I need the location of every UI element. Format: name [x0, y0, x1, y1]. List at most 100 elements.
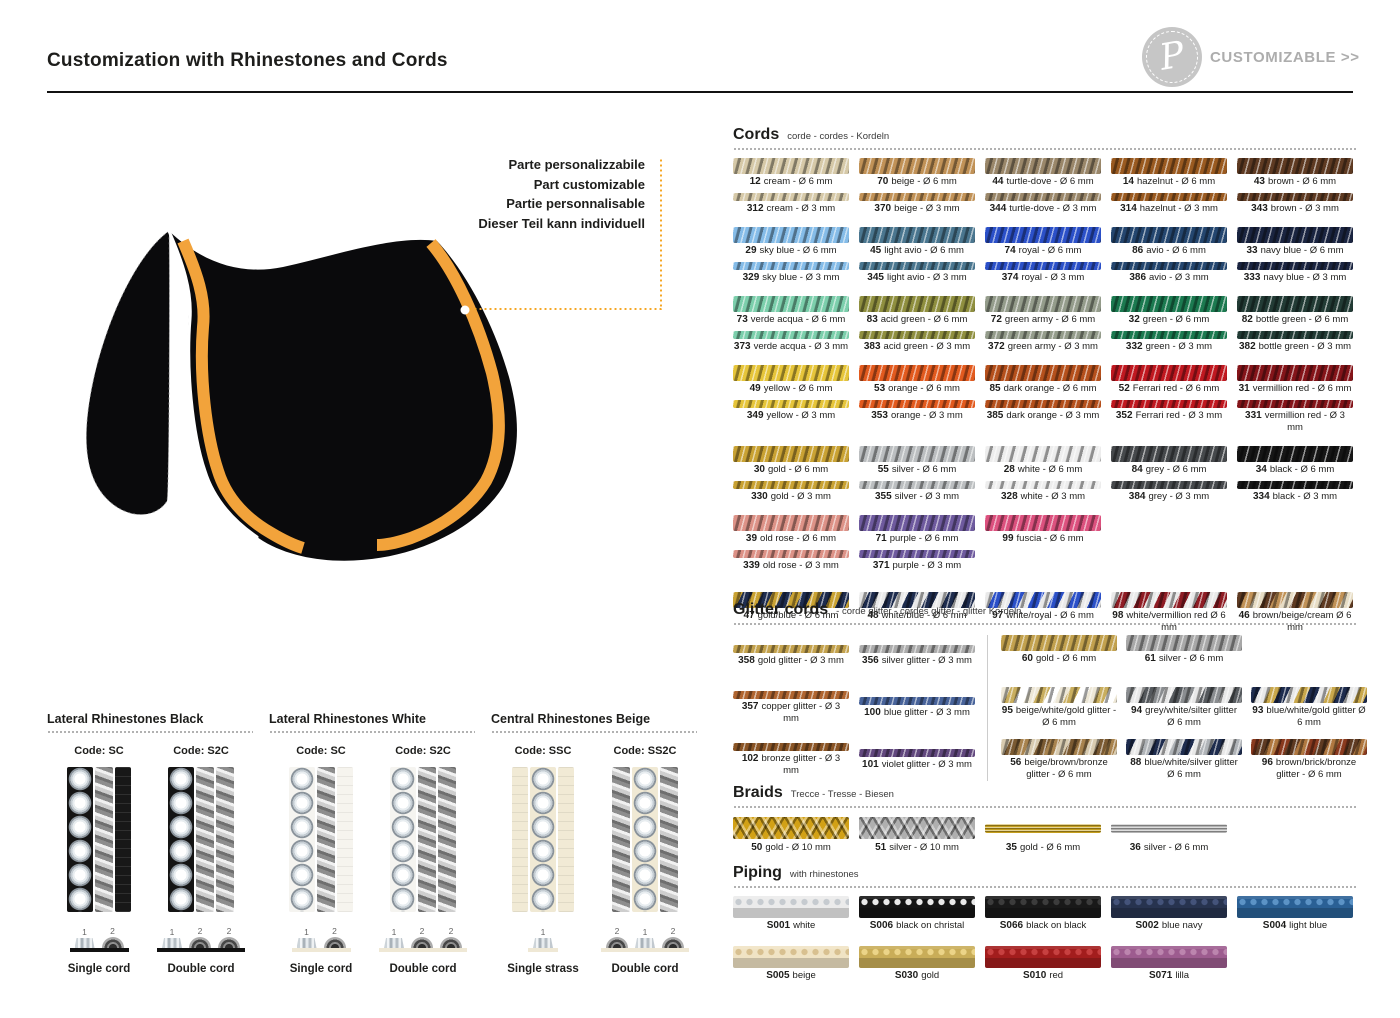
cord-swatch-6mm — [859, 446, 975, 462]
cord-number: 48 — [867, 610, 879, 621]
cord-number: 28 — [1003, 464, 1015, 475]
cords-section: Cords corde - cordes - Kordeln 12 cream -… — [733, 126, 1357, 634]
diagram-strass: 1 — [162, 928, 182, 948]
braid-label: 50 gold - Ø 10 mm — [751, 842, 831, 853]
diagram-number: 1 — [642, 927, 648, 937]
cord-label-3mm: 329 sky blue - Ø 3 mm — [742, 272, 840, 283]
arch-icon — [101, 937, 124, 948]
cord-number: 339 — [743, 560, 760, 571]
cord-label-6mm: 55 silver - Ø 6 mm — [877, 464, 957, 475]
cord-item: 73 verde acqua - Ø 6 mm 373 verde acqua - … — [733, 296, 849, 353]
saddle-pad-illustration — [65, 215, 680, 600]
page-title: Customization with Rhinestones and Cords — [47, 50, 448, 71]
cord-label-3mm: 374 royal - Ø 3 mm — [1001, 272, 1085, 283]
cord-number: 333 — [1243, 272, 1261, 283]
cross-section-diagram: 1 2 2 — [157, 926, 245, 952]
piping-code: S002 — [1135, 920, 1159, 931]
cord-swatch-3mm — [859, 400, 975, 408]
rhinestone-section-title: Central Rhinestones Beige — [491, 712, 651, 726]
cord-swatch-3mm — [1237, 481, 1353, 489]
glitter-cord-swatch — [733, 645, 849, 653]
vcord-strip — [317, 767, 335, 912]
piping-subtitle: with rhinestones — [789, 869, 859, 880]
cord-label-3mm: 343 brown - Ø 3 mm — [1251, 203, 1339, 214]
cord-number: 385 — [986, 410, 1004, 421]
cord-label-6mm: 53 orange - Ø 6 mm — [874, 383, 960, 394]
braid-swatch — [985, 823, 1101, 833]
piping-swatch — [733, 896, 849, 918]
rhinestone-strip — [168, 767, 234, 912]
cord-label-6mm — [1168, 533, 1171, 545]
cord-label-3mm: 331 vermillion red - Ø 3 mm — [1245, 410, 1345, 433]
cord-swatch-6mm — [859, 227, 975, 243]
glitter-cord-label: 95 beige/white/gold glitter - Ø 6 mm — [1001, 705, 1117, 728]
cord-swatch-3mm — [985, 331, 1101, 339]
cord-number: 386 — [1129, 272, 1147, 283]
variant-code-label: Code: S2C — [173, 745, 229, 757]
cord-number: 371 — [872, 560, 890, 571]
arch-icon — [606, 937, 628, 948]
braid-number: 36 — [1129, 842, 1141, 853]
dotted-rule — [733, 148, 1357, 150]
glitter-cord-item: 356 silver glitter - Ø 3 mm — [859, 635, 975, 677]
quilt-dark-strip — [115, 767, 131, 912]
diagram-strass: 1 — [635, 928, 655, 948]
rhinestone-strip — [512, 767, 574, 912]
glitter-cord-swatch — [1251, 687, 1367, 703]
glitter-cord-item: 93 blue/white/gold glitter Ø 6 mm — [1251, 687, 1367, 729]
cord-label-3mm — [1042, 568, 1045, 580]
cord-number: 34 — [1255, 464, 1267, 475]
rhinestone-variant: Code: S2C 1 2 2 Double cord — [375, 745, 471, 975]
cord-item: 99 fuscia - Ø 6 mm — [985, 515, 1101, 580]
glitter-cord-swatch — [1251, 739, 1367, 755]
cord-number: 82 — [1241, 314, 1253, 325]
cord-number: 97 — [992, 610, 1004, 621]
cord-label-3mm: 382 bottle green - Ø 3 mm — [1238, 341, 1352, 352]
cord-swatch-3mm — [1111, 262, 1227, 270]
cord-swatch-3mm — [859, 481, 975, 489]
cord-number: 86 — [1132, 245, 1144, 256]
piping-item: S071 lilla — [1111, 946, 1227, 982]
piping-code: S005 — [766, 970, 790, 981]
cord-label-3mm: 333 navy blue - Ø 3 mm — [1243, 272, 1347, 283]
diagram-arch: 2 — [606, 927, 628, 948]
cord-number: 39 — [745, 533, 758, 544]
glitter-cord-label: 60 gold - Ø 6 mm — [1021, 653, 1097, 664]
cord-number: 344 — [989, 203, 1007, 214]
cord-label-3mm: 383 acid green - Ø 3 mm — [863, 341, 971, 352]
glitter-cord-swatch — [1126, 739, 1242, 755]
customizable-link[interactable]: CUSTOMIZABLE >> — [1210, 49, 1360, 66]
rhinestone-section-title: Lateral Rhinestones Black — [47, 712, 204, 726]
gem-beige-strip — [530, 767, 556, 912]
piping-code: S004 — [1262, 920, 1287, 931]
cord-swatch-6mm — [733, 446, 849, 462]
cord-swatch-3mm — [733, 550, 849, 558]
cord-number: 314 — [1120, 203, 1137, 214]
cord-swatch-3mm — [733, 262, 849, 270]
diagram-number: 1 — [169, 927, 175, 937]
cords-multicolor-grid: 47 gold/blue - Ø 6 mm 48 white/blue - Ø 6 … — [733, 592, 1357, 634]
annotation-line: Parte personalizzabile — [508, 157, 645, 172]
cord-number: 357 — [741, 701, 759, 712]
glitter-cord-item: 96 brown/brick/bronze glitter - Ø 6 mm — [1251, 739, 1367, 781]
piping-row-1: S001 white S006 black on christal S066 blac… — [733, 896, 1357, 932]
cord-label-6mm: 39 old rose - Ø 6 mm — [745, 533, 837, 544]
cord-swatch-3mm — [1111, 331, 1227, 339]
gem-light-strip — [289, 767, 315, 912]
cord-swatch-3mm — [985, 400, 1101, 408]
vcord-strip — [612, 767, 630, 912]
vcord-strip — [418, 767, 436, 912]
quilt-light-strip — [337, 767, 353, 912]
cord-label-3mm — [1168, 568, 1171, 580]
cord-label-3mm: 344 turtle-dove - Ø 3 mm — [989, 203, 1097, 214]
rhinestone-variant: Code: SSC 1 Single strass — [495, 745, 591, 975]
glitter-cord-label: 358 gold glitter - Ø 3 mm — [738, 655, 844, 666]
piping-item: S066 black on black — [985, 896, 1101, 932]
cord-number: 12 — [749, 176, 761, 187]
diagram-strass: 1 — [74, 928, 95, 948]
cord-swatch-3mm — [733, 193, 849, 201]
rhinestone-variant: Code: S2C 1 2 2 Double cord — [153, 745, 249, 975]
cord-label-6mm: 45 light avio - Ø 6 mm — [870, 245, 964, 256]
